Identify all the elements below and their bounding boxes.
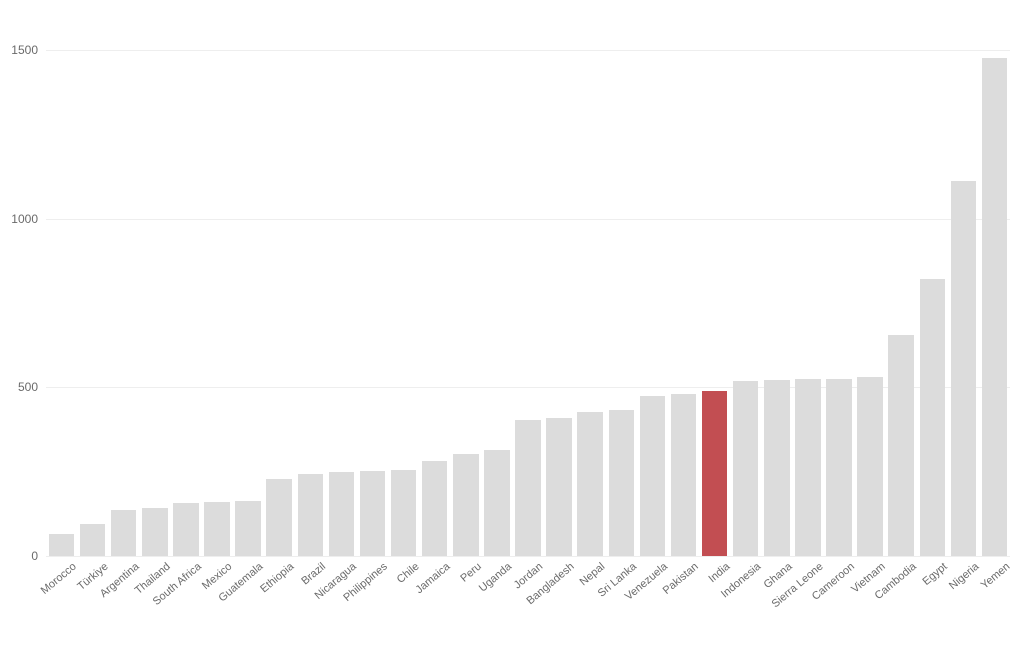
x-tick-label: Egypt — [917, 556, 950, 588]
y-tick-label: 1000 — [11, 212, 46, 226]
bar — [546, 418, 571, 556]
bar — [266, 479, 291, 556]
bar-chart: 050010001500MoroccoTürkiyeArgentinaThail… — [0, 0, 1020, 650]
bar — [329, 472, 354, 556]
plot-area: 050010001500MoroccoTürkiyeArgentinaThail… — [46, 10, 1010, 556]
bar — [298, 474, 323, 556]
bar — [857, 377, 882, 556]
x-tick-label: Nigeria — [943, 556, 981, 592]
bar — [484, 450, 509, 556]
bar — [764, 380, 789, 556]
y-tick-label: 500 — [18, 380, 46, 394]
x-tick-label: Yemen — [975, 556, 1012, 592]
bar — [515, 420, 540, 556]
bar — [422, 461, 447, 556]
bar — [453, 454, 478, 556]
bar — [826, 379, 851, 556]
bars-layer — [46, 10, 1010, 556]
bar — [173, 503, 198, 556]
bar — [111, 510, 136, 557]
bar — [142, 508, 167, 556]
bar — [640, 396, 665, 556]
bar — [671, 394, 696, 556]
bar — [733, 381, 758, 556]
bar — [204, 502, 229, 556]
bar — [391, 470, 416, 556]
bar — [951, 181, 976, 556]
y-tick-label: 1500 — [11, 43, 46, 57]
bar — [888, 335, 913, 556]
x-tick-label: Uganda — [473, 556, 514, 595]
bar — [702, 391, 727, 556]
bar — [609, 410, 634, 556]
bar — [920, 279, 945, 556]
bar — [235, 501, 260, 556]
bar — [577, 412, 602, 556]
x-tick-label: Ethiopia — [255, 556, 297, 595]
bar — [80, 524, 105, 556]
bar — [795, 379, 820, 556]
y-tick-label: 0 — [31, 549, 46, 563]
bar — [49, 534, 74, 556]
bar — [360, 471, 385, 556]
bar — [982, 58, 1007, 556]
